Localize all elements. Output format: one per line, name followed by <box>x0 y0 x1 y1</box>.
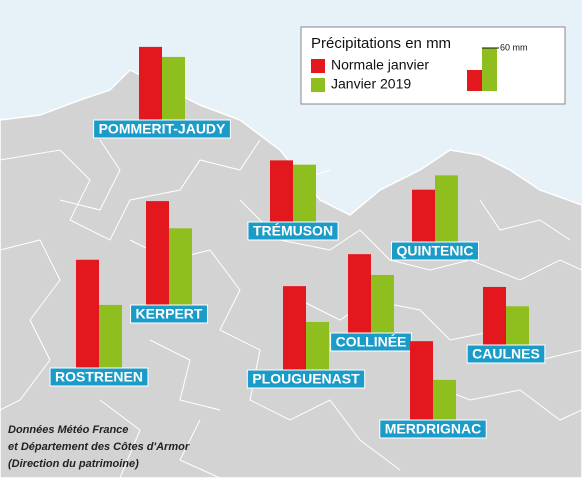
station-label: COLLINÉE <box>330 332 412 352</box>
label-box <box>130 304 208 324</box>
bar <box>169 228 192 305</box>
bar <box>410 341 433 420</box>
bar <box>293 164 316 222</box>
scale-bar <box>482 48 497 91</box>
label-box <box>49 367 149 387</box>
station-label: CAULNES <box>466 344 546 364</box>
label-box <box>93 119 231 139</box>
station-name: POMMERIT-JAUDY <box>99 121 226 137</box>
station-name: TRÉMUSON <box>253 223 333 239</box>
bar <box>435 175 458 242</box>
bar <box>483 286 506 345</box>
legend-box <box>300 26 566 105</box>
label-box <box>247 221 339 241</box>
bar <box>76 259 99 368</box>
source-line: (Direction du patrimoine) <box>8 458 139 470</box>
bar <box>306 321 329 370</box>
station-label: KERPERT <box>130 304 208 324</box>
scale-label: 60 mm <box>500 42 528 52</box>
bar <box>162 56 185 120</box>
label-box <box>379 419 487 439</box>
label-box <box>246 369 366 389</box>
legend-swatch <box>311 59 325 73</box>
station-label: POMMERIT-JAUDY <box>93 119 231 139</box>
source-line: et Département des Côtes d'Armor <box>8 441 190 453</box>
station-label: PLOUGUENAST <box>246 369 366 389</box>
source-line: Données Météo France <box>8 424 128 436</box>
legend-swatch <box>311 78 325 92</box>
bar <box>433 379 456 420</box>
station-label: TRÉMUSON <box>247 221 339 241</box>
station-name: COLLINÉE <box>336 334 407 350</box>
label-box <box>391 241 479 261</box>
bar <box>371 274 394 333</box>
bar <box>283 286 306 370</box>
bar <box>412 189 435 242</box>
label-box <box>466 344 546 364</box>
bar <box>139 46 162 120</box>
bar <box>99 304 122 368</box>
station-name: CAULNES <box>472 346 540 362</box>
bar <box>270 160 293 222</box>
station-label: MERDRIGNAC <box>379 419 487 439</box>
station-label: QUINTENIC <box>391 241 479 261</box>
station-name: KERPERT <box>136 306 203 322</box>
station-name: QUINTENIC <box>397 243 474 259</box>
legend-label: Normale janvier <box>331 57 429 73</box>
legend-label: Janvier 2019 <box>331 76 411 92</box>
bar <box>348 254 371 333</box>
station-name: ROSTRENEN <box>55 369 143 385</box>
station-name: MERDRIGNAC <box>385 421 481 437</box>
source: Données Météo France et Département des … <box>8 424 190 470</box>
station-label: ROSTRENEN <box>49 367 149 387</box>
legend-title: Précipitations en mm <box>311 35 451 52</box>
scale-sample <box>467 70 482 91</box>
bar <box>146 201 169 305</box>
bar <box>506 306 529 345</box>
station-name: PLOUGUENAST <box>252 371 360 387</box>
